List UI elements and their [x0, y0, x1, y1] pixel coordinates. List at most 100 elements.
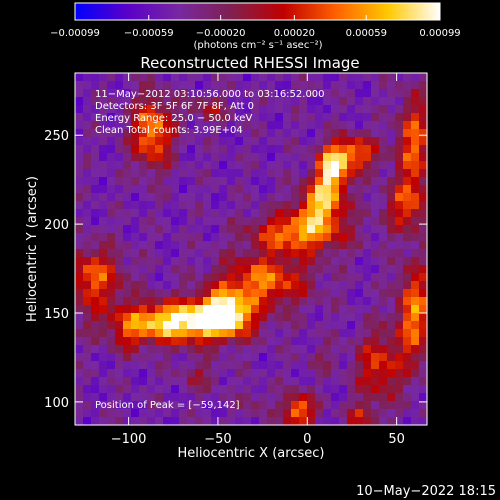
heatmap-cell [331, 417, 340, 426]
heatmap-cell [267, 265, 276, 274]
heatmap-cell [227, 393, 236, 402]
heatmap-cell [83, 161, 92, 170]
heatmap-cell [411, 377, 420, 386]
heatmap-cell [315, 177, 324, 186]
heatmap-cell [179, 105, 188, 114]
heatmap-cell [307, 385, 316, 394]
heatmap-cell [179, 233, 188, 242]
heatmap-cell [411, 417, 420, 426]
heatmap-cell [163, 401, 172, 410]
heatmap-cell [395, 249, 404, 258]
heatmap-cell [387, 417, 396, 426]
heatmap-cell [131, 201, 140, 210]
heatmap-cell [299, 201, 308, 210]
heatmap-cell [131, 337, 140, 346]
heatmap-cell [131, 393, 140, 402]
heatmap-cell [139, 385, 148, 394]
heatmap-cell [275, 145, 284, 154]
heatmap-cell [107, 305, 116, 314]
heatmap-cell [211, 153, 220, 162]
heatmap-cell [91, 265, 100, 274]
heatmap-cell [131, 361, 140, 370]
heatmap-cell [171, 89, 180, 98]
heatmap-cell [307, 313, 316, 322]
heatmap-cell [403, 153, 412, 162]
heatmap-cell [323, 201, 332, 210]
heatmap-cell [419, 337, 428, 346]
heatmap-cell [219, 145, 228, 154]
heatmap-cell [419, 321, 428, 330]
heatmap-cell [275, 217, 284, 226]
heatmap-cell [411, 145, 420, 154]
heatmap-cell [115, 89, 124, 98]
heatmap-cell [331, 145, 340, 154]
heatmap-cell [259, 185, 268, 194]
heatmap-cell [419, 137, 428, 146]
heatmap-cell [123, 73, 132, 82]
heatmap-cell [339, 289, 348, 298]
heatmap-cell [179, 321, 188, 330]
heatmap-cell [339, 217, 348, 226]
heatmap-cell [347, 377, 356, 386]
heatmap-cell [227, 145, 236, 154]
heatmap-cell [235, 169, 244, 178]
heatmap-cell [331, 369, 340, 378]
heatmap-cell [315, 377, 324, 386]
heatmap-cell [211, 137, 220, 146]
heatmap-cell [131, 137, 140, 146]
heatmap-cell [331, 185, 340, 194]
heatmap-cell [323, 225, 332, 234]
heatmap-cell [99, 89, 108, 98]
heatmap-cell [179, 153, 188, 162]
heatmap-cell [235, 233, 244, 242]
heatmap-cell [131, 257, 140, 266]
heatmap-cell [291, 129, 300, 138]
heatmap-cell [315, 193, 324, 202]
heatmap-cell [115, 393, 124, 402]
heatmap-cell [371, 161, 380, 170]
heatmap-cell [147, 385, 156, 394]
heatmap-cell [227, 209, 236, 218]
heatmap-cell [187, 193, 196, 202]
heatmap-cell [347, 137, 356, 146]
heatmap-cell [123, 121, 132, 130]
heatmap-cell [331, 401, 340, 410]
heatmap-cell [259, 121, 268, 130]
heatmap-cell [171, 329, 180, 338]
heatmap-cell [235, 241, 244, 250]
heatmap-cell [331, 265, 340, 274]
heatmap-cell [115, 73, 124, 82]
heatmap-cell [379, 137, 388, 146]
heatmap-cell [155, 177, 164, 186]
heatmap-cell [75, 377, 84, 386]
heatmap-cell [227, 97, 236, 106]
heatmap-cell [251, 73, 260, 82]
heatmap-cell [211, 201, 220, 210]
heatmap-cell [107, 353, 116, 362]
heatmap-cell [227, 313, 236, 322]
heatmap-cell [219, 217, 228, 226]
heatmap-cell [355, 409, 364, 418]
heatmap-cell [299, 385, 308, 394]
heatmap-cell [219, 329, 228, 338]
heatmap-cell [91, 97, 100, 106]
heatmap-cell [339, 129, 348, 138]
heatmap-cell [331, 361, 340, 370]
heatmap-cell [163, 321, 172, 330]
heatmap-cell [107, 385, 116, 394]
heatmap-cell [139, 401, 148, 410]
heatmap-cell [123, 361, 132, 370]
heatmap-cell [211, 145, 220, 154]
heatmap-cell [339, 241, 348, 250]
heatmap-cell [403, 113, 412, 122]
heatmap-cell [115, 409, 124, 418]
heatmap-cell [259, 225, 268, 234]
colorbar-gradient [75, 3, 440, 20]
heatmap-cell [251, 273, 260, 282]
heatmap-cell [371, 113, 380, 122]
heatmap-cell [187, 113, 196, 122]
heatmap-cell [379, 321, 388, 330]
heatmap-cell [83, 217, 92, 226]
heatmap-cell [243, 177, 252, 186]
heatmap-cell [331, 121, 340, 130]
